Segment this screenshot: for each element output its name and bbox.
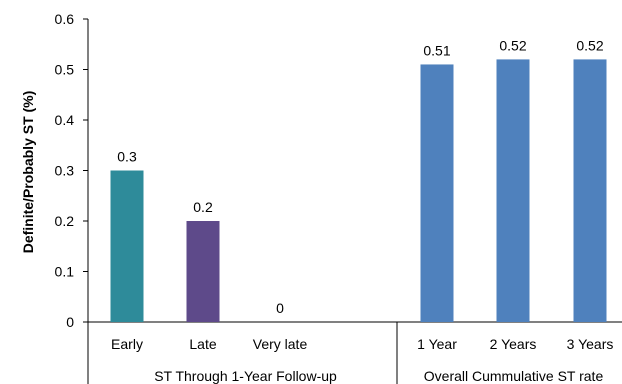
bar (573, 59, 607, 323)
data-label: 0 (276, 300, 284, 316)
x-group-label: Overall Cummulative ST rate (424, 368, 604, 384)
data-label: 0.52 (576, 37, 603, 53)
x-tick-label: Early (111, 336, 143, 352)
y-tick-label: 0.2 (55, 213, 75, 229)
x-tick-label: 2 Years (490, 336, 537, 352)
x-tick-label: 1 Year (417, 336, 457, 352)
chart-axes (87, 19, 622, 384)
y-axis-label: Definite/Probably ST (%) (20, 91, 36, 254)
bar (496, 59, 530, 323)
y-tick-label: 0.3 (55, 163, 75, 179)
bar (110, 170, 144, 322)
bar (420, 64, 454, 322)
data-label: 0.2 (193, 199, 213, 215)
y-tick-label: 0.1 (55, 264, 75, 280)
y-tick-label: 0.6 (55, 11, 75, 27)
chart-labels: 0.3 Early 0.2 Late 0 Very late ST Through 1-Ye… (111, 37, 613, 384)
y-tick-label: 0.5 (55, 62, 75, 78)
data-label: 0.3 (117, 149, 137, 165)
y-tick-label: 0 (66, 314, 74, 330)
x-tick-label: 3 Years (567, 336, 614, 352)
x-tick-label: Late (189, 336, 216, 352)
y-tick-label: 0.4 (55, 112, 75, 128)
data-label: 0.51 (423, 42, 450, 58)
data-label: 0.52 (499, 37, 526, 53)
y-axis-ticks: 0 0.1 0.2 0.3 0.4 0.5 0.6 (55, 11, 88, 330)
chart-bars (110, 59, 607, 323)
bar (186, 221, 220, 322)
x-tick-label: Very late (253, 336, 308, 352)
x-group-label: ST Through 1-Year Follow-up (154, 368, 337, 384)
